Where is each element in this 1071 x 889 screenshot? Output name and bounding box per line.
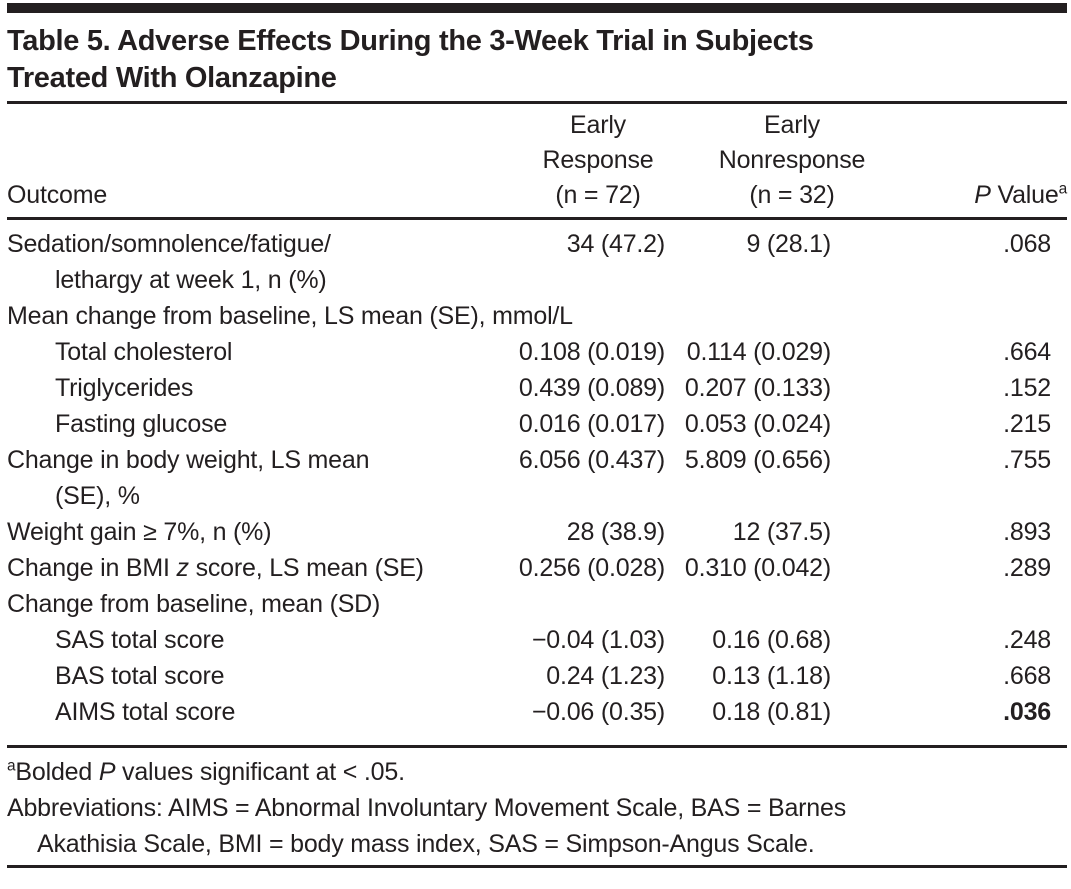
table-row-total-cholesterol: Total cholesterol 0.108 (0.019) 0.114 (0… (7, 334, 1067, 370)
footnote-italic-p: P (98, 758, 116, 786)
row-label: Triglycerides (55, 374, 194, 402)
footnote-a-marker: a (7, 757, 16, 775)
header-early-response-line-2: Response (542, 146, 654, 174)
table-row-weight-gain: Weight gain ≥ 7%, n (%) 28 (38.9) 12 (37… (7, 514, 1067, 550)
early-nonresponse-value: 0.053 (0.024) (684, 410, 831, 438)
row-label-italic-z: z (176, 554, 190, 582)
early-response-value: −0.04 (1.03) (531, 626, 665, 654)
footnote-abbreviations-line-2: Akathisia Scale, BMI = body mass index, … (37, 830, 815, 858)
p-value-italic-p: P (974, 181, 991, 209)
column-header-outcome: Outcome (7, 181, 108, 209)
p-value: .248 (1003, 626, 1051, 654)
header-early-nonresponse-line-1: Early (764, 111, 820, 139)
row-label-line-1: Change in body weight, LS mean (7, 446, 370, 474)
column-header-p-value: P Valuea (831, 178, 1067, 213)
table-row-fasting-glucose: Fasting glucose 0.016 (0.017) 0.053 (0.0… (7, 406, 1067, 442)
p-value: .755 (1003, 446, 1051, 474)
footnote-pre: Bolded (15, 758, 99, 786)
early-response-value: 28 (38.9) (566, 518, 665, 546)
early-nonresponse-value: 0.310 (0.042) (684, 554, 831, 582)
p-value: .664 (1003, 338, 1051, 366)
early-nonresponse-value: 0.207 (0.133) (684, 374, 831, 402)
early-response-value: −0.06 (0.35) (531, 698, 665, 726)
table-title: Table 5. Adverse Effects During the 3-We… (7, 23, 1067, 97)
early-nonresponse-value: 0.16 (0.68) (712, 626, 831, 654)
row-label-post: score, LS mean (SE) (188, 554, 424, 582)
row-label-line-2: lethargy at week 1, n (%) (55, 266, 327, 294)
footnote-post: values significant at < .05. (115, 758, 405, 786)
row-label: Sedation/somnolence/fatigue/ lethargy at… (7, 226, 455, 298)
header-early-nonresponse-line-3: (n = 32) (749, 181, 835, 209)
rule-below-header (7, 217, 1067, 220)
early-response-value: 34 (47.2) (566, 230, 665, 258)
table-row-sas-total-score: SAS total score −0.04 (1.03) 0.16 (0.68)… (7, 622, 1067, 658)
header-early-nonresponse-line-2: Nonresponse (718, 146, 866, 174)
row-label: Total cholesterol (55, 338, 233, 366)
p-value: .068 (1003, 230, 1051, 258)
footnote-abbreviations-line-1: Abbreviations: AIMS = Abnormal Involunta… (7, 794, 847, 822)
table-title-line-2: Treated With Olanzapine (7, 62, 337, 94)
row-label: SAS total score (55, 626, 225, 654)
p-value: .215 (1003, 410, 1051, 438)
table-figure: Table 5. Adverse Effects During the 3-We… (0, 3, 1071, 868)
column-header-early-nonresponse: Early Nonresponse (n = 32) (709, 108, 875, 213)
row-label-pre: Change in BMI (7, 554, 177, 582)
table-title-line-1: Table 5. Adverse Effects During the 3-We… (7, 25, 814, 57)
row-label-line-1: Sedation/somnolence/fatigue/ (7, 230, 331, 258)
early-nonresponse-value: 0.18 (0.81) (712, 698, 831, 726)
header-early-response-line-3: (n = 72) (555, 181, 641, 209)
footnote-significance: aBolded P values significant at < .05. (7, 754, 1067, 790)
early-response-value: 0.256 (0.028) (518, 554, 665, 582)
early-response-value: 0.439 (0.089) (518, 374, 665, 402)
table-row-bmi-z-score: Change in BMI z score, LS mean (SE) 0.25… (7, 550, 1067, 586)
footnote-a-marker: a (1058, 180, 1068, 198)
early-nonresponse-value: 9 (28.1) (746, 230, 831, 258)
row-label: Change in body weight, LS mean (SE), % (7, 442, 455, 514)
table-header-row: Outcome Early Response (n = 72) Early No… (7, 104, 1067, 217)
p-value: .893 (1003, 518, 1051, 546)
table-body: Sedation/somnolence/fatigue/ lethargy at… (7, 220, 1067, 745)
rule-below-title (7, 101, 1067, 104)
table-row-body-weight: Change in body weight, LS mean (SE), % 6… (7, 442, 1067, 514)
p-value: .152 (1003, 374, 1051, 402)
p-value: .668 (1003, 662, 1051, 690)
row-label: BAS total score (55, 662, 225, 690)
early-response-value: 0.108 (0.019) (518, 338, 665, 366)
early-response-value: 0.016 (0.017) (518, 410, 665, 438)
table-footnotes: aBolded P values significant at < .05. A… (7, 748, 1067, 865)
table-row-aims-total-score: AIMS total score −0.06 (0.35) 0.18 (0.81… (7, 694, 1067, 730)
rule-below-body (7, 745, 1067, 748)
row-label: Fasting glucose (55, 410, 228, 438)
table-row-bas-total-score: BAS total score 0.24 (1.23) 0.13 (1.18) … (7, 658, 1067, 694)
early-nonresponse-value: 12 (37.5) (732, 518, 831, 546)
row-label: AIMS total score (55, 698, 236, 726)
table-top-bar (7, 3, 1067, 13)
table-row-triglycerides: Triglycerides 0.439 (0.089) 0.207 (0.133… (7, 370, 1067, 406)
early-response-value: 6.056 (0.437) (518, 446, 665, 474)
rule-bottom (7, 865, 1067, 868)
section-row-mean-change-baseline: Mean change from baseline, LS mean (SE),… (7, 302, 573, 330)
row-label: Change in BMI z score, LS mean (SE) (7, 550, 455, 586)
early-nonresponse-value: 5.809 (0.656) (684, 446, 831, 474)
early-response-value: 0.24 (1.23) (546, 662, 665, 690)
p-value-label: Value (990, 181, 1059, 209)
p-value-significant: .036 (1003, 698, 1051, 726)
row-label: Weight gain ≥ 7%, n (%) (7, 518, 272, 546)
p-value: .289 (1003, 554, 1051, 582)
row-label-line-2: (SE), % (55, 482, 140, 510)
early-nonresponse-value: 0.114 (0.029) (686, 338, 831, 366)
early-nonresponse-value: 0.13 (1.18) (712, 662, 831, 690)
section-row-change-from-baseline: Change from baseline, mean (SD) (7, 590, 381, 618)
column-header-early-response: Early Response (n = 72) (493, 108, 703, 213)
header-early-response-line-1: Early (570, 111, 626, 139)
table-row-sedation: Sedation/somnolence/fatigue/ lethargy at… (7, 226, 1067, 298)
